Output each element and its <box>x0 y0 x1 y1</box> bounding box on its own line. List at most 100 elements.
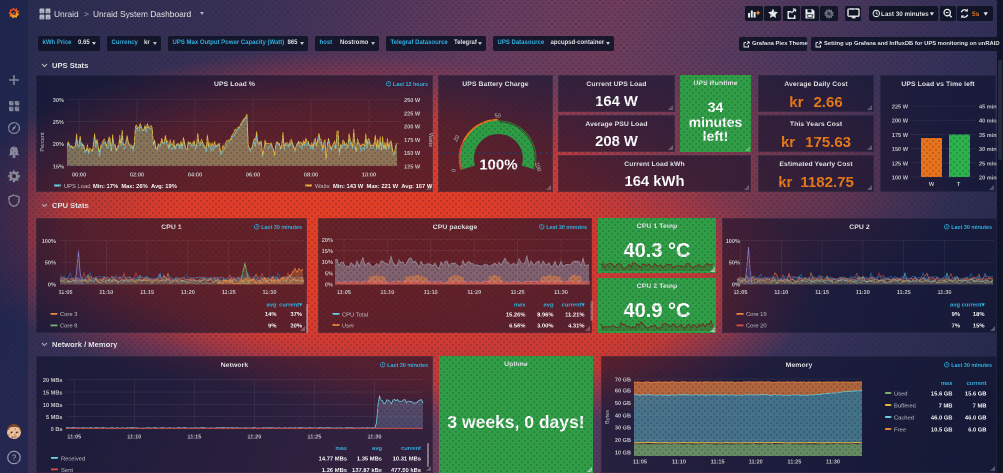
svg-text:Percent: Percent <box>40 132 46 152</box>
svg-text:current▾: current▾ <box>562 302 586 308</box>
svg-text:20 min: 20 min <box>979 176 997 182</box>
svg-text:0: 0 <box>451 168 458 173</box>
svg-text:08:00: 08:00 <box>304 173 318 179</box>
svg-text:25 min: 25 min <box>979 161 997 167</box>
svg-text:20 GB: 20 GB <box>615 438 631 444</box>
svg-text:avg: avg <box>544 302 554 308</box>
svg-text:477.50 kBs: 477.50 kBs <box>391 468 421 473</box>
svg-text:46.0 GB: 46.0 GB <box>931 416 953 422</box>
svg-text:70 GB: 70 GB <box>615 378 631 384</box>
svg-text:11:30: 11:30 <box>368 435 382 441</box>
svg-text:Free: Free <box>894 428 906 434</box>
svg-text:current: current <box>967 381 987 387</box>
svg-text:Sent: Sent <box>61 468 73 473</box>
svg-text:10 MBs: 10 MBs <box>43 403 63 409</box>
svg-text:150 W: 150 W <box>404 151 421 157</box>
svg-text:11:10: 11:10 <box>672 460 686 466</box>
svg-text:11:25: 11:25 <box>222 290 236 296</box>
svg-text:11:30: 11:30 <box>938 290 952 296</box>
svg-text:7 MB: 7 MB <box>939 404 953 410</box>
svg-text:11:05: 11:05 <box>734 290 748 296</box>
svg-text:20%: 20% <box>290 324 302 330</box>
svg-text:max: max <box>514 302 526 308</box>
svg-text:10.31 MBs: 10.31 MBs <box>393 457 421 463</box>
svg-text:20%: 20% <box>53 142 64 148</box>
svg-text:100%: 100% <box>42 239 56 245</box>
svg-text:46.0 GB: 46.0 GB <box>965 416 987 422</box>
svg-text:User: User <box>342 323 354 329</box>
svg-text:200 W: 200 W <box>892 119 909 125</box>
svg-text:11:25: 11:25 <box>511 290 525 296</box>
svg-text:125 W: 125 W <box>404 164 421 170</box>
svg-text:137.87 kBs: 137.87 kBs <box>352 468 382 473</box>
svg-text:?: ? <box>12 453 17 463</box>
svg-text:6.0 GB: 6.0 GB <box>968 428 986 434</box>
svg-text:5%: 5% <box>325 271 333 277</box>
svg-text:1.35 MBs: 1.35 MBs <box>357 457 382 463</box>
svg-text:11:10: 11:10 <box>99 290 113 296</box>
svg-text:18%: 18% <box>973 312 985 318</box>
svg-text:8.96%: 8.96% <box>537 313 553 319</box>
svg-text:0%: 0% <box>48 283 56 289</box>
svg-text:25%: 25% <box>53 120 64 126</box>
svg-text:20: 20 <box>453 135 461 143</box>
svg-text:20 MBs: 20 MBs <box>43 378 63 384</box>
svg-text:11:10: 11:10 <box>774 290 788 296</box>
svg-text:11:10: 11:10 <box>380 290 394 296</box>
svg-text:15.6 GB: 15.6 GB <box>931 391 953 397</box>
svg-text:0%: 0% <box>732 283 740 289</box>
svg-text:11:30: 11:30 <box>554 290 568 296</box>
svg-text:11:20: 11:20 <box>247 435 261 441</box>
svg-text:15%: 15% <box>53 164 64 170</box>
svg-text:Core 19: Core 19 <box>746 312 767 318</box>
svg-text:Received: Received <box>61 457 85 463</box>
svg-text:11:15: 11:15 <box>815 290 829 296</box>
svg-text:11:15: 11:15 <box>424 290 438 296</box>
svg-text:10.5 GB: 10.5 GB <box>931 428 953 434</box>
svg-text:11:25: 11:25 <box>787 460 801 466</box>
svg-text:11:15: 11:15 <box>140 290 154 296</box>
svg-text:avg: avg <box>372 446 382 452</box>
svg-text:9%: 9% <box>952 312 960 318</box>
svg-text:100%: 100% <box>726 239 740 245</box>
svg-text:35 min: 35 min <box>979 133 997 139</box>
svg-text:Min: 143 W Max: 221 W Avg: 1: Min: 143 W Max: 221 W Avg: 167 W <box>333 184 433 190</box>
svg-text:15.6 GB: 15.6 GB <box>965 391 987 397</box>
svg-text:Bytes: Bytes <box>605 410 611 424</box>
svg-text:30%: 30% <box>53 98 64 104</box>
svg-text:avg: avg <box>950 302 960 308</box>
svg-text:11:05: 11:05 <box>337 290 351 296</box>
svg-text:Used: Used <box>894 391 908 397</box>
svg-text:15.26%: 15.26% <box>506 313 526 319</box>
svg-text:40 GB: 40 GB <box>615 413 631 419</box>
svg-text:11:30: 11:30 <box>263 290 277 296</box>
svg-text:11.21%: 11.21% <box>565 313 584 319</box>
svg-text:14.77 MBs: 14.77 MBs <box>319 457 347 463</box>
svg-text:Last 30 minutes: Last 30 minutes <box>881 11 929 18</box>
svg-text:15 MBs: 15 MBs <box>43 391 63 397</box>
svg-text:3.00%: 3.00% <box>537 323 553 329</box>
svg-text:04:00: 04:00 <box>188 173 202 179</box>
svg-text:current: current <box>401 446 421 452</box>
svg-text:30 min: 30 min <box>979 147 997 153</box>
svg-text:0%: 0% <box>325 283 333 289</box>
svg-text:100 W: 100 W <box>892 176 909 182</box>
svg-text:Core 20: Core 20 <box>746 324 767 330</box>
svg-text:225 W: 225 W <box>892 105 909 111</box>
svg-text:Min: 17% Max: 26% Avg: 19%: Min: 17% Max: 26% Avg: 19% <box>93 184 177 190</box>
svg-text:4.31%: 4.31% <box>568 323 584 329</box>
svg-text:5s: 5s <box>972 11 980 18</box>
svg-text:1.26 MBs: 1.26 MBs <box>322 468 347 473</box>
svg-text:00:00: 00:00 <box>72 173 86 179</box>
svg-text:250 W: 250 W <box>404 98 421 104</box>
svg-text:Cached: Cached <box>894 416 914 422</box>
svg-text:current▾: current▾ <box>962 302 986 308</box>
svg-text:W: W <box>929 182 935 188</box>
svg-text:11:05: 11:05 <box>633 460 647 466</box>
svg-text:50%: 50% <box>45 261 56 267</box>
svg-text:Core 8: Core 8 <box>60 324 77 330</box>
svg-text:45 min: 45 min <box>979 105 997 111</box>
svg-text:06:00: 06:00 <box>246 173 260 179</box>
svg-text:02:00: 02:00 <box>130 173 144 179</box>
svg-text:11:20: 11:20 <box>467 290 481 296</box>
